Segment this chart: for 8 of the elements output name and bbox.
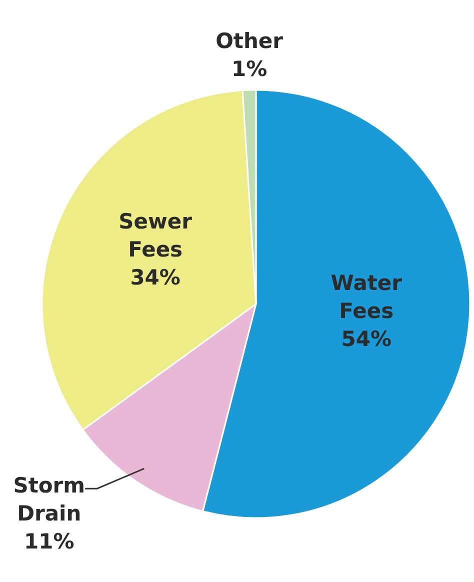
slice-label: Other bbox=[216, 29, 284, 54]
data-label: 54% bbox=[341, 326, 392, 351]
data-label: 1% bbox=[231, 57, 268, 82]
data-label: 34% bbox=[130, 266, 180, 290]
slice-label: Water Fees bbox=[330, 270, 403, 323]
slice-label: Storm Drain bbox=[13, 474, 86, 526]
data-label: 11% bbox=[24, 530, 74, 554]
slice-label: Sewer Fees bbox=[118, 210, 193, 262]
